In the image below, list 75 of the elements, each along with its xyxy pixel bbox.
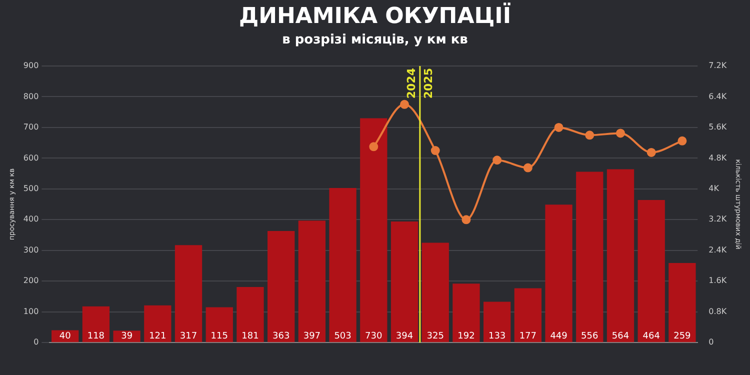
data-label: 118 — [87, 332, 105, 342]
data-label: 177 — [519, 332, 537, 342]
bar — [360, 118, 388, 342]
point — [462, 215, 471, 224]
data-label: 730 — [365, 332, 383, 342]
y2-tick-label: 7.2K — [708, 61, 728, 70]
chart-title: ДИНАМІКА ОКУПАЦІЇ — [238, 2, 512, 29]
y-tick-label: 300 — [23, 245, 39, 254]
bar — [422, 242, 449, 342]
data-label: 259 — [674, 332, 692, 342]
data-label: 121 — [149, 332, 166, 342]
y2-tick-label: 4.8K — [708, 153, 728, 162]
point — [646, 148, 656, 157]
data-label: 40 — [59, 332, 72, 342]
point — [492, 156, 502, 165]
bar — [236, 286, 264, 342]
y2-tick-label: 3.2K — [708, 214, 728, 224]
data-label: 363 — [272, 332, 290, 342]
data-label: 556 — [581, 332, 598, 342]
y2-tick-label: 6.4K — [708, 92, 728, 101]
data-label: 39 — [121, 332, 133, 342]
data-label: 133 — [488, 332, 506, 342]
bar — [206, 307, 233, 342]
point — [678, 136, 687, 146]
data-label: 192 — [458, 332, 475, 342]
y-tick-label: 800 — [23, 92, 39, 101]
y2-tick-label: 1.6K — [708, 276, 728, 286]
bar — [638, 200, 665, 342]
data-label: 564 — [612, 332, 630, 342]
data-label: 464 — [642, 332, 660, 342]
point — [523, 163, 532, 172]
bar — [174, 245, 202, 342]
point — [369, 142, 378, 152]
bar — [452, 284, 480, 342]
bar — [514, 288, 542, 342]
data-label: 503 — [334, 332, 352, 342]
bar — [144, 305, 172, 342]
data-label: 325 — [426, 332, 444, 342]
annotation: 2024 — [404, 68, 418, 99]
bar — [483, 302, 511, 342]
point — [400, 100, 410, 109]
y2-tick-label: 2.4K — [708, 245, 728, 254]
y2-tick-label: 0 — [708, 338, 714, 347]
bar — [298, 220, 326, 342]
y-tick-label: 500 — [23, 184, 39, 194]
data-label: 317 — [180, 332, 198, 342]
bar — [668, 263, 696, 342]
y-tick-label: 400 — [23, 214, 39, 224]
point — [585, 130, 594, 140]
y-tick-label: 100 — [23, 306, 39, 316]
y2-tick-label: 4K — [708, 184, 720, 194]
data-label: 181 — [242, 332, 259, 342]
bar — [329, 188, 356, 342]
y-tick-label: 700 — [23, 122, 39, 132]
y-tick-label: 200 — [23, 276, 39, 286]
chart-subtitle: в розрізі місяців, у км кв — [282, 32, 468, 48]
data-label: 449 — [550, 332, 568, 342]
data-label: 394 — [396, 332, 414, 342]
annotation: 2025 — [422, 68, 435, 99]
bar — [82, 306, 110, 342]
y-tick-label: 900 — [23, 61, 39, 70]
bar — [576, 172, 604, 342]
y2-tick-label: 0.8K — [708, 306, 728, 316]
bar — [545, 204, 572, 342]
point — [554, 122, 564, 132]
bar — [390, 222, 418, 342]
bar — [268, 231, 295, 342]
data-label: 115 — [210, 332, 228, 342]
y2-tick-label: 5.6K — [708, 122, 728, 132]
y-tick-label: 600 — [23, 153, 39, 162]
data-label: 397 — [303, 332, 321, 342]
bar — [606, 169, 634, 342]
point — [616, 128, 625, 138]
y-tick-label: 0 — [34, 338, 39, 347]
point — [430, 146, 440, 156]
